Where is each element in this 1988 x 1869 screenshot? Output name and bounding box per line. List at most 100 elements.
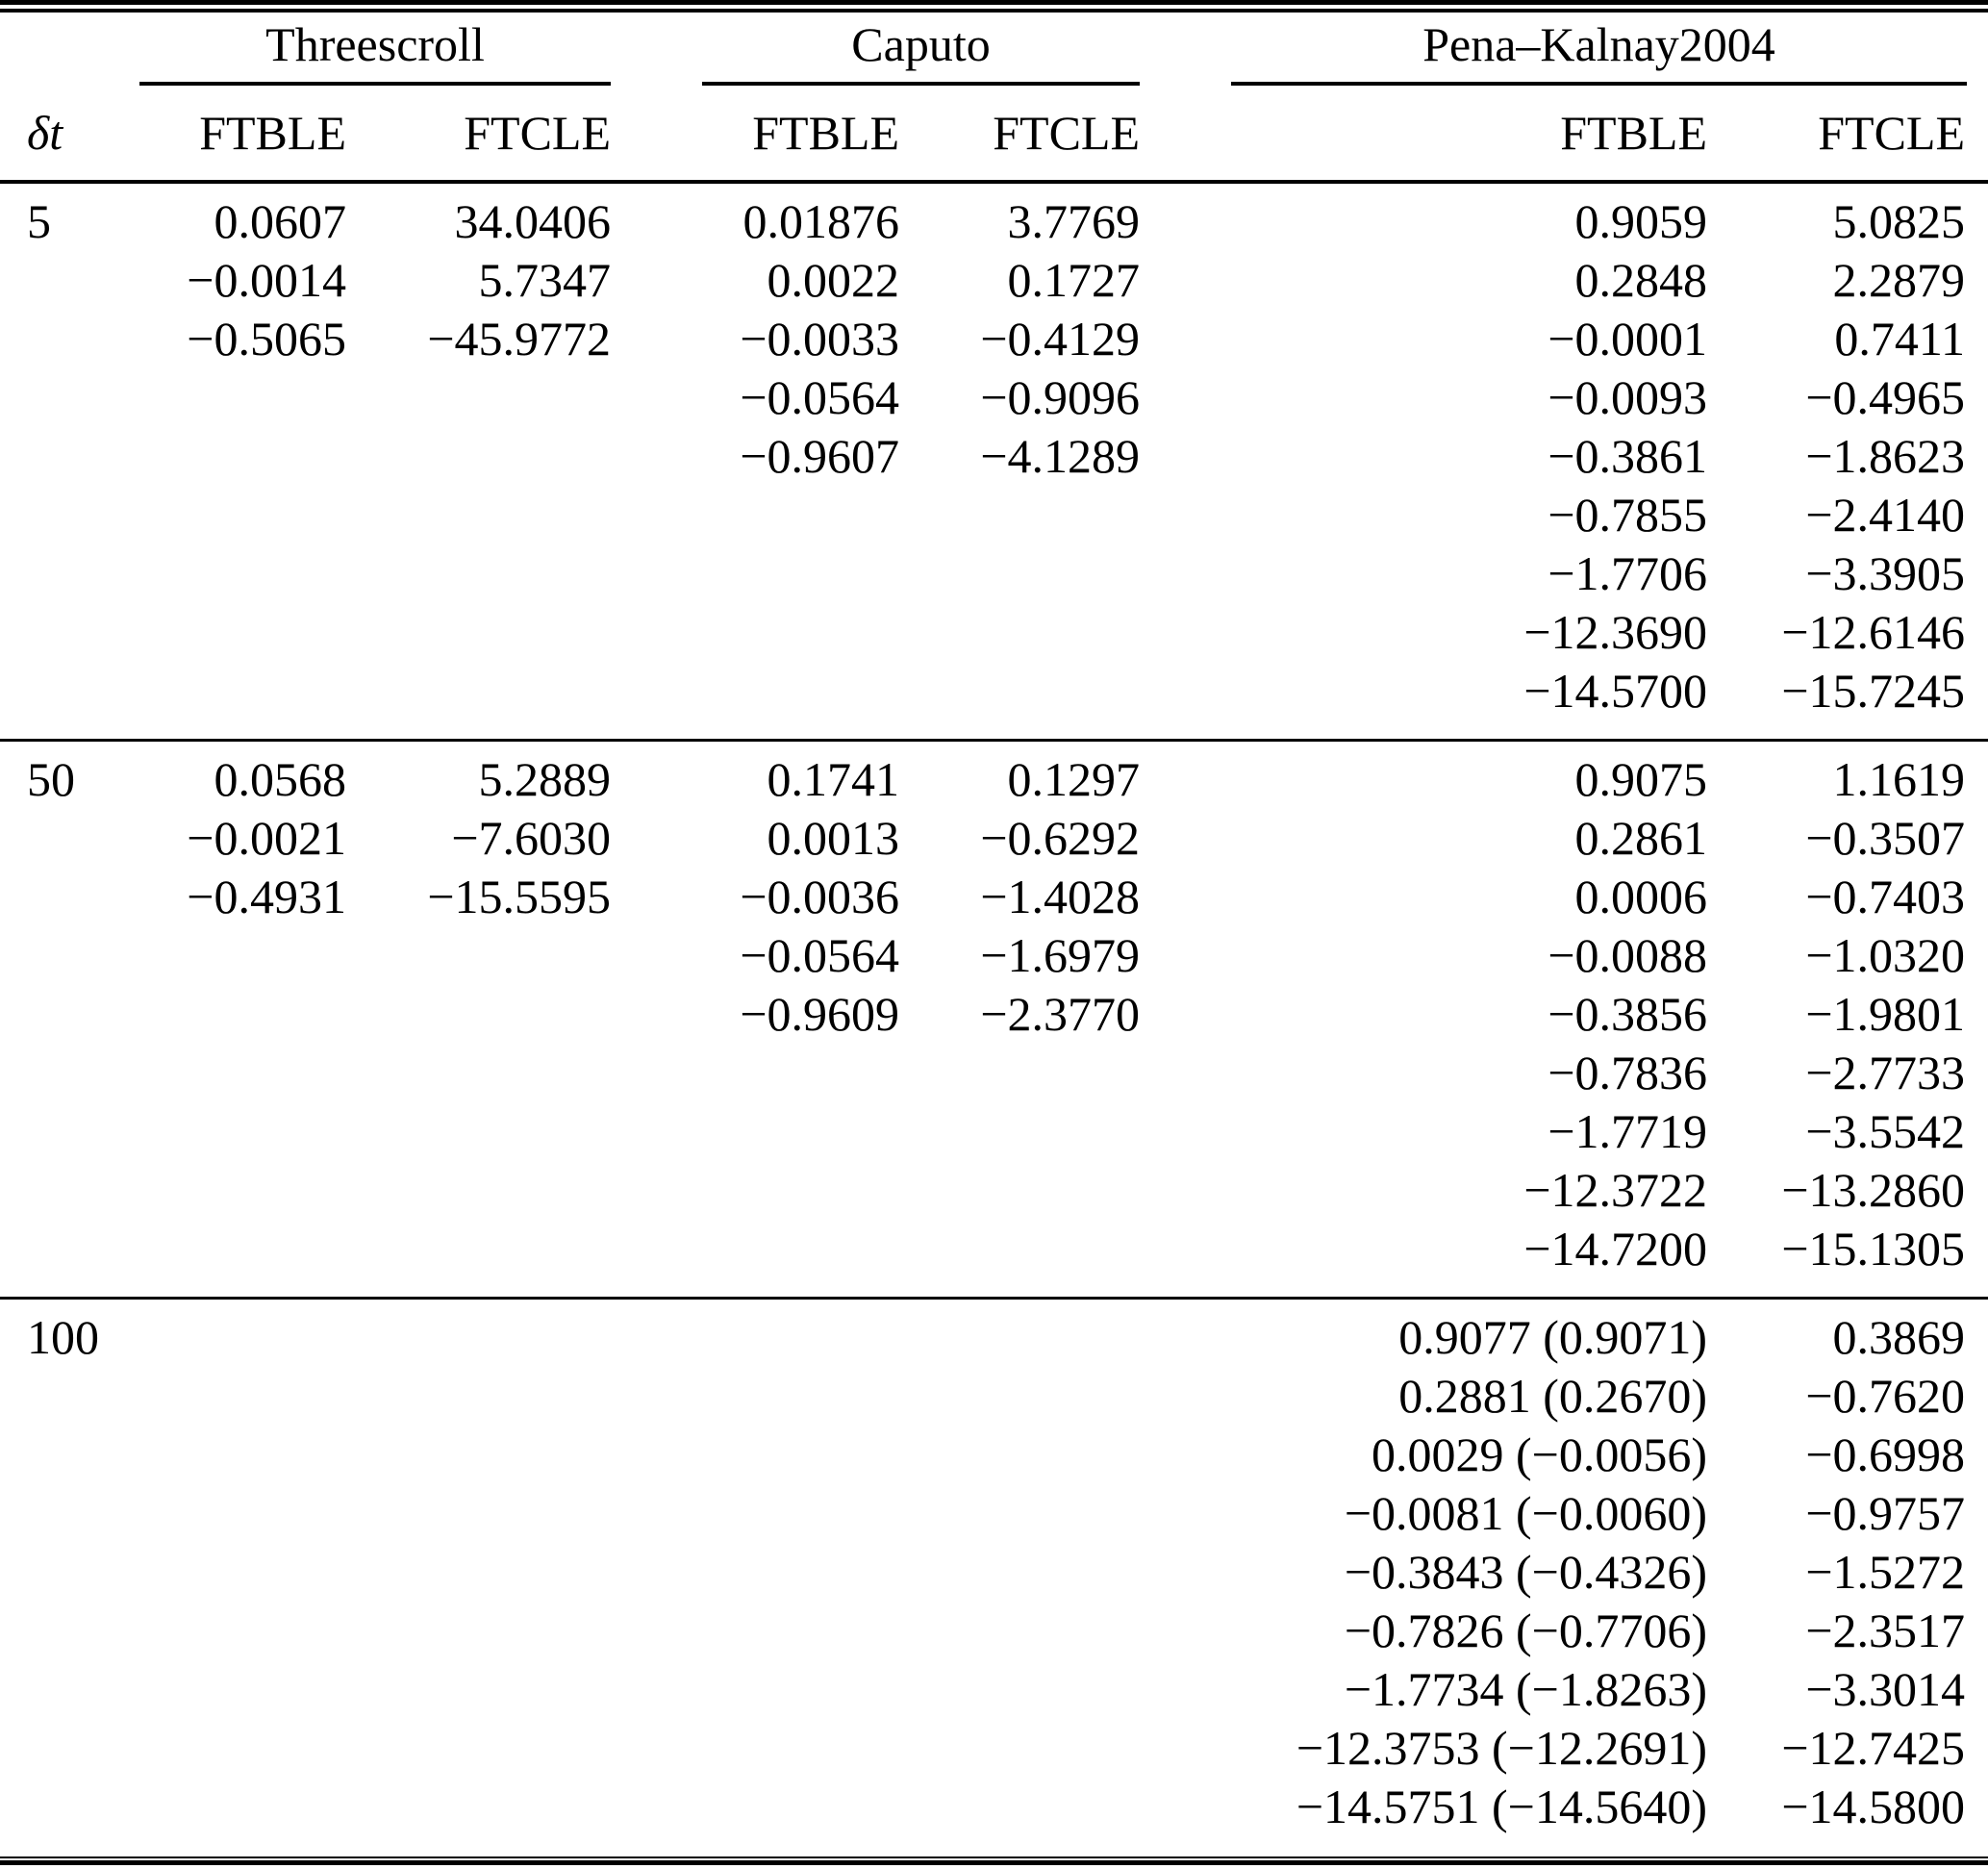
- spacer-row: [0, 182, 1988, 191]
- pena-kalnay-ftble-header: FTBLE: [1560, 106, 1708, 160]
- table-row: −0.9609 −2.3770 −0.3856 −1.9801: [0, 984, 1988, 1043]
- table-cell: −0.4965: [1805, 369, 1966, 424]
- table-cell: −0.0001: [1548, 311, 1708, 366]
- table-cell: [115, 543, 346, 602]
- table-cell: [346, 1219, 611, 1277]
- table-cell: [899, 1219, 1140, 1277]
- dt-empty-cell: [0, 661, 115, 720]
- dt-value: 100: [27, 1309, 99, 1364]
- table-cell: −0.7855: [1548, 487, 1708, 542]
- table-row: −14.5751 (−14.5640) −14.5800: [0, 1777, 1988, 1835]
- table-cell: −3.3905: [1805, 545, 1966, 600]
- table-cell: 0.0022: [767, 252, 900, 307]
- table-cell: 0.1741: [767, 751, 900, 806]
- table-cell: −12.3753 (−12.2691): [1296, 1720, 1708, 1775]
- table-cell: 5.7347: [478, 252, 612, 307]
- table-cell: −0.0564: [740, 369, 900, 424]
- spacer-cell: [0, 1299, 1988, 1308]
- table-cell: [115, 1043, 346, 1101]
- table-cell: [611, 1601, 899, 1659]
- table-cell: −0.7826 (−0.7706): [1344, 1603, 1708, 1657]
- table-cell: [115, 1659, 346, 1718]
- table-cell: −1.7706: [1548, 545, 1708, 600]
- table-cell: 0.0006: [1574, 869, 1708, 923]
- table-cell: [899, 1601, 1140, 1659]
- top-rule-gap: [0, 5, 1988, 9]
- dt-empty-cell: [0, 1219, 115, 1277]
- table-cell: −4.1289: [980, 428, 1141, 483]
- table-cell: 0.2881 (0.2670): [1398, 1368, 1708, 1423]
- table-cell: 0.0607: [214, 193, 347, 248]
- table-cell: [346, 1425, 611, 1483]
- table-cell: −0.0093: [1548, 369, 1708, 424]
- table-cell: [346, 1777, 611, 1835]
- table-cell: −0.4129: [980, 311, 1141, 366]
- table-cell: −1.7719: [1548, 1103, 1708, 1158]
- dt-empty-cell: [0, 426, 115, 485]
- dt-empty-cell: [0, 1718, 115, 1777]
- spacer-row: [0, 1299, 1988, 1308]
- table-cell: [899, 1718, 1140, 1777]
- table-row: −1.7719 −3.5542: [0, 1101, 1988, 1160]
- table-cell: [115, 661, 346, 720]
- table-cell: [899, 602, 1140, 661]
- dt-empty-cell: [0, 925, 115, 984]
- table-cell: [115, 485, 346, 543]
- pena-kalnay-ftcle-header: FTCLE: [1818, 106, 1966, 160]
- table-row: −0.7836 −2.7733: [0, 1043, 1988, 1101]
- spacer-cell: [0, 182, 1988, 191]
- table-row: −12.3753 (−12.2691) −12.7425: [0, 1718, 1988, 1777]
- table-cell: −15.7245: [1781, 663, 1966, 718]
- table-cell: −2.3770: [980, 986, 1141, 1041]
- table-cell: 3.7769: [1007, 193, 1141, 248]
- table-cell: [611, 1425, 899, 1483]
- table-cell: [611, 1307, 899, 1366]
- table-cell: −45.9772: [427, 311, 612, 366]
- dt-empty-cell: [0, 602, 115, 661]
- table-cell: [611, 1777, 899, 1835]
- table-cell: 0.0013: [767, 810, 900, 865]
- table-cell: −0.7403: [1805, 869, 1966, 923]
- table-cell: −0.9609: [740, 986, 900, 1041]
- dt-empty-cell: [0, 808, 115, 867]
- table-cell: [115, 1542, 346, 1601]
- table-cell: −7.6030: [451, 810, 612, 865]
- table-cell: −0.7620: [1805, 1368, 1966, 1423]
- dt-empty-cell: [0, 1101, 115, 1160]
- table-cell: −2.7733: [1805, 1045, 1966, 1099]
- table-row: 0.0029 (−0.0056) −0.6998: [0, 1425, 1988, 1483]
- table-cell: [899, 1542, 1140, 1601]
- spacer-row: [0, 720, 1988, 741]
- table-cell: −1.5272: [1805, 1544, 1966, 1599]
- dt-empty-cell: [0, 250, 115, 309]
- table-row: 0.2881 (0.2670) −0.7620: [0, 1366, 1988, 1425]
- table-row: −1.7734 (−1.8263) −3.3014: [0, 1659, 1988, 1718]
- table-cell: [115, 925, 346, 984]
- table-cell: [346, 485, 611, 543]
- table-cell: −0.6998: [1805, 1427, 1966, 1481]
- dt-empty-cell: [0, 1366, 115, 1425]
- caputo-ftble-header: FTBLE: [752, 106, 900, 160]
- table-row: −0.4931 −15.5595 −0.0036 −1.4028 0.0006 −0.74…: [0, 867, 1988, 925]
- table-cell: 0.2848: [1574, 252, 1708, 307]
- group-label-caputo: Caputo: [851, 17, 991, 71]
- table-cell: [899, 1366, 1140, 1425]
- table-cell: −0.0564: [740, 927, 900, 982]
- table-cell: [115, 1101, 346, 1160]
- column-header-row: δt FTBLE FTCLE FTBLE FTCLE FTBLE FTCLE: [0, 86, 1988, 182]
- table-cell: −1.9801: [1805, 986, 1966, 1041]
- dt-empty-cell: [0, 1777, 115, 1835]
- table-cell: [899, 1659, 1140, 1718]
- dt-empty-cell: [0, 1043, 115, 1101]
- table-cell: −14.5800: [1781, 1779, 1966, 1833]
- table-cell: [611, 661, 899, 720]
- table-cell: [115, 1601, 346, 1659]
- section-dt-5: 5 0.0607 34.0406 0.01876 3.7769 0.9059 5.0825−…: [0, 182, 1988, 741]
- table-row: −0.0081 (−0.0060) −0.9757: [0, 1483, 1988, 1542]
- table-row: −12.3722 −13.2860: [0, 1160, 1988, 1219]
- table-cell: [611, 1542, 899, 1601]
- table-cell: [346, 1601, 611, 1659]
- table-cell: [611, 1219, 899, 1277]
- table-cell: −15.5595: [427, 869, 612, 923]
